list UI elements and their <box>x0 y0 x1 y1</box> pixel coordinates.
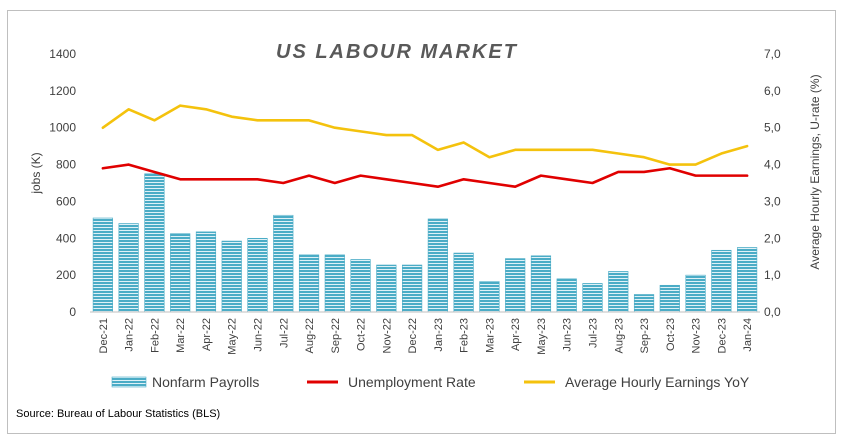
right-y-tick-label: 7,0 <box>764 47 781 61</box>
x-ticks: Dec-21 Jan-22 Feb-22 Mar-22 Apr-22 May-22 Jun-… <box>98 318 754 355</box>
left-y-tick-label: 800 <box>56 158 76 172</box>
x-tick-label: Dec-23 <box>716 318 728 353</box>
x-tick-label: Nov-22 <box>381 318 393 353</box>
right-y-tick-label: 2,0 <box>764 231 781 245</box>
bar-dec-22 <box>402 264 423 313</box>
x-tick-label: Jun-22 <box>253 318 265 352</box>
bar-oct-22 <box>350 259 371 313</box>
bar-jun-22 <box>247 237 268 313</box>
bar-dec-23 <box>711 249 732 313</box>
x-tick-label: Jan-22 <box>124 318 136 352</box>
left-y-tick-label: 1200 <box>49 84 76 98</box>
unemployment-rate-line <box>101 163 749 188</box>
bar-sep-22 <box>324 254 345 313</box>
legend-swatch-bar <box>111 376 147 388</box>
bar-feb-23 <box>453 252 474 313</box>
bar-aug-23 <box>608 271 629 313</box>
bar-sep-23 <box>633 294 655 313</box>
x-tick-label: Dec-22 <box>407 318 419 353</box>
bar-aug-22 <box>298 254 320 313</box>
right-axis-title: Average Hourly Earnings, U-rate (%) <box>808 74 822 269</box>
x-tick-label: Aug-22 <box>304 318 316 353</box>
x-tick-label: Jan-23 <box>433 318 445 352</box>
bar-jun-23 <box>556 278 577 313</box>
right-y-tick-label: 0,0 <box>764 305 781 319</box>
x-tick-label: Nov-23 <box>691 318 703 353</box>
x-tick-label: Jun-23 <box>562 318 574 352</box>
payroll-bars <box>92 173 758 313</box>
line-series <box>101 104 749 188</box>
chart-title: US LABOUR MARKET <box>276 41 518 63</box>
legend-swatch-payrolls <box>111 376 147 388</box>
right-y-ticks: 0,0 1,0 2,0 3,0 4,0 5,0 6,0 7,0 <box>764 47 781 319</box>
bar-mar-22 <box>170 233 191 313</box>
x-tick-label: May-23 <box>536 318 548 355</box>
right-y-tick-label: 4,0 <box>764 158 781 172</box>
x-tick-label: Jul-22 <box>278 318 290 348</box>
bar-may-23 <box>530 255 552 313</box>
left-y-tick-label: 200 <box>56 268 76 282</box>
left-y-ticks: 0 200 400 600 800 1000 1200 1400 <box>49 47 76 319</box>
x-tick-label: Aug-23 <box>613 318 625 353</box>
bar-apr-22 <box>195 231 217 313</box>
right-y-tick-label: 6,0 <box>764 84 781 98</box>
bar-jan-22 <box>118 223 139 313</box>
bar-apr-23 <box>505 258 526 313</box>
right-y-tick-label: 3,0 <box>764 194 781 208</box>
x-tick-label: Dec-21 <box>98 318 110 353</box>
bar-feb-22 <box>144 173 165 313</box>
x-tick-label: Mar-22 <box>175 318 187 353</box>
bar-jul-22 <box>273 214 294 313</box>
x-tick-label: Apr-22 <box>201 318 213 351</box>
legend-label-nonfarm-payrolls: Nonfarm Payrolls <box>152 374 259 390</box>
x-tick-label: Jul-23 <box>588 318 600 348</box>
legend-item-nonfarm-payrolls: Nonfarm Payrolls <box>111 374 259 390</box>
x-tick-label: May-22 <box>227 318 239 355</box>
left-y-tick-label: 1400 <box>49 47 76 61</box>
x-tick-label: Apr-23 <box>510 318 522 351</box>
left-y-tick-label: 400 <box>56 231 76 245</box>
legend-item-average-hourly-earnings: Average Hourly Earnings YoY <box>524 374 750 390</box>
bar-may-22 <box>221 240 242 313</box>
x-tick-label: Feb-22 <box>149 318 161 353</box>
left-y-tick-label: 1000 <box>49 121 76 135</box>
x-tick-label: Oct-22 <box>356 318 368 351</box>
x-tick-label: Mar-23 <box>484 318 496 353</box>
x-tick-label: Oct-23 <box>665 318 677 351</box>
left-y-tick-label: 0 <box>69 305 76 319</box>
bar-nov-23 <box>685 274 706 313</box>
average-hourly-earnings-line <box>101 104 749 166</box>
right-y-tick-label: 1,0 <box>764 268 781 282</box>
bar-jan-24 <box>737 247 758 313</box>
bar-dec-21 <box>92 217 113 313</box>
legend: Nonfarm Payrolls Unemployment Rate Avera… <box>111 374 750 390</box>
legend-item-unemployment-rate: Unemployment Rate <box>307 374 476 390</box>
legend-label-unemployment-rate: Unemployment Rate <box>348 374 476 390</box>
left-y-tick-label: 600 <box>56 194 76 208</box>
x-tick-label: Jan-24 <box>742 318 754 352</box>
source-note: Source: Bureau of Labour Statistics (BLS… <box>16 408 220 420</box>
x-tick-label: Feb-23 <box>459 318 471 353</box>
bar-jan-23 <box>427 218 448 313</box>
bar-oct-23 <box>659 284 680 313</box>
left-axis-title: jobs (K) <box>29 152 43 194</box>
bar-jul-23 <box>582 283 603 313</box>
bar-mar-23 <box>479 281 500 313</box>
x-tick-label: Sep-22 <box>330 318 342 353</box>
x-tick-label: Sep-23 <box>639 318 651 353</box>
bar-nov-22 <box>376 264 397 313</box>
right-y-tick-label: 5,0 <box>764 121 781 135</box>
legend-label-average-hourly-earnings: Average Hourly Earnings YoY <box>565 374 750 390</box>
